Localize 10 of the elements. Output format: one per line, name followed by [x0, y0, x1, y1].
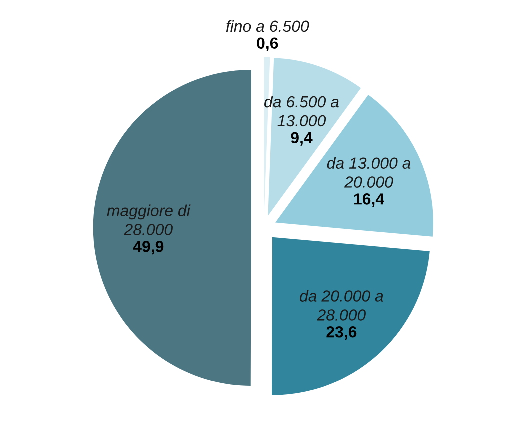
- data-label: 9,4: [291, 132, 313, 146]
- slice-label: fino a 6.500: [226, 20, 310, 32]
- slice-label: da 6.500 a 13.000: [264, 96, 339, 127]
- data-label: 0,6: [257, 38, 278, 52]
- data-label: 23,6: [326, 326, 357, 340]
- slice-label: maggiore di 28.000: [107, 204, 191, 236]
- data-label: 49,9: [133, 241, 164, 255]
- data-label: 16,4: [354, 194, 384, 208]
- slice-label: da 20.000 a 28.000: [300, 290, 384, 321]
- slice-label: da 13.000 a 20.000: [327, 157, 411, 188]
